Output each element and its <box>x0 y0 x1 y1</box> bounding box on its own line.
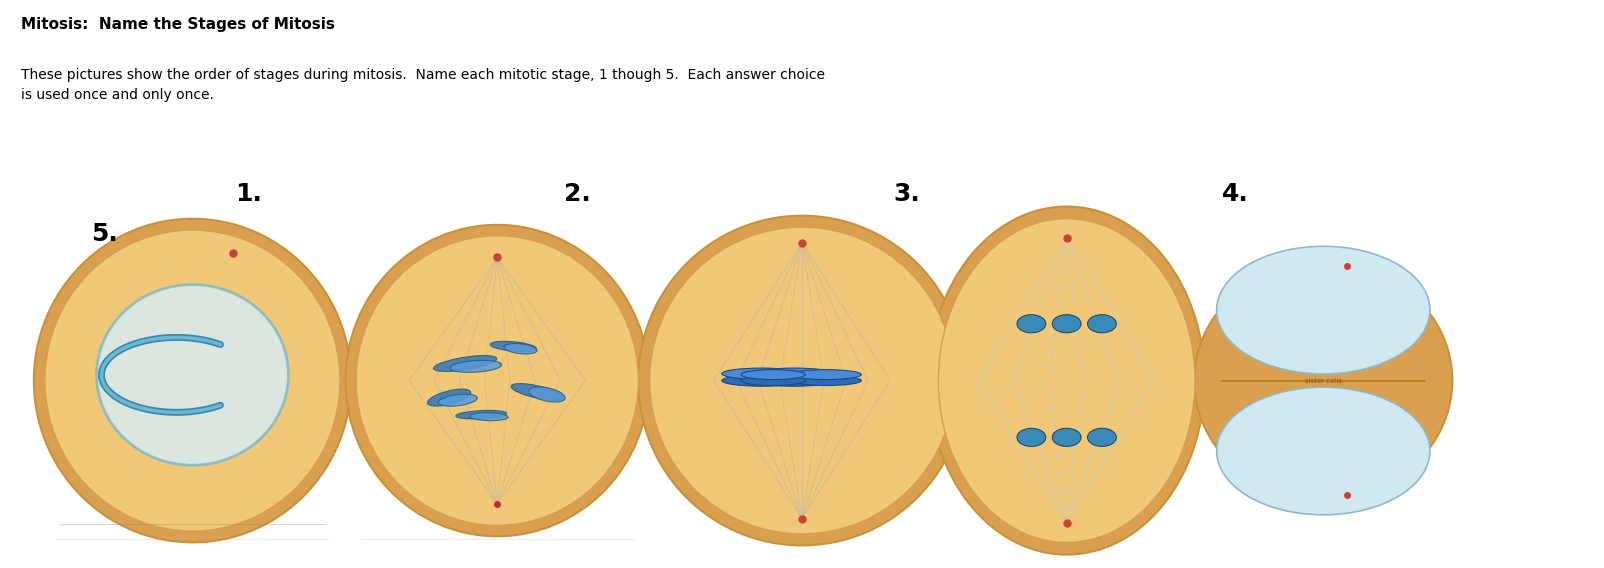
Text: sister cells: sister cells <box>1304 378 1343 383</box>
Text: 1.: 1. <box>236 182 261 206</box>
Text: 5.: 5. <box>91 222 117 245</box>
Ellipse shape <box>449 360 502 373</box>
Ellipse shape <box>741 375 805 386</box>
Ellipse shape <box>754 375 834 386</box>
Ellipse shape <box>491 341 536 352</box>
Text: 2.: 2. <box>565 182 590 206</box>
Ellipse shape <box>722 375 802 386</box>
Ellipse shape <box>1088 428 1116 446</box>
Ellipse shape <box>1216 387 1431 515</box>
Ellipse shape <box>1193 262 1453 499</box>
Ellipse shape <box>650 227 954 534</box>
Ellipse shape <box>1017 315 1046 333</box>
Text: Mitosis:  Name the Stages of Mitosis: Mitosis: Name the Stages of Mitosis <box>21 17 335 32</box>
Ellipse shape <box>512 383 563 400</box>
Ellipse shape <box>34 219 351 542</box>
Ellipse shape <box>929 207 1205 554</box>
Ellipse shape <box>433 356 497 371</box>
Ellipse shape <box>1017 428 1046 446</box>
Ellipse shape <box>1216 247 1431 374</box>
Ellipse shape <box>938 219 1195 542</box>
Text: 4.: 4. <box>1222 182 1248 206</box>
Ellipse shape <box>45 230 340 531</box>
Text: 3.: 3. <box>893 182 919 206</box>
Ellipse shape <box>428 389 470 406</box>
Ellipse shape <box>1052 428 1081 446</box>
Ellipse shape <box>356 236 638 525</box>
Ellipse shape <box>345 225 650 536</box>
Ellipse shape <box>1052 315 1081 333</box>
Ellipse shape <box>791 375 861 386</box>
Ellipse shape <box>504 344 537 354</box>
Ellipse shape <box>722 368 802 379</box>
Ellipse shape <box>791 370 861 379</box>
Ellipse shape <box>456 411 507 419</box>
Ellipse shape <box>638 216 966 545</box>
Ellipse shape <box>96 285 289 465</box>
Ellipse shape <box>529 387 565 402</box>
Ellipse shape <box>470 412 508 421</box>
Ellipse shape <box>1088 315 1116 333</box>
Text: These pictures show the order of stages during mitosis.  Name each mitotic stage: These pictures show the order of stages … <box>21 68 824 102</box>
Ellipse shape <box>438 394 478 406</box>
Ellipse shape <box>741 370 805 379</box>
Ellipse shape <box>754 368 834 379</box>
